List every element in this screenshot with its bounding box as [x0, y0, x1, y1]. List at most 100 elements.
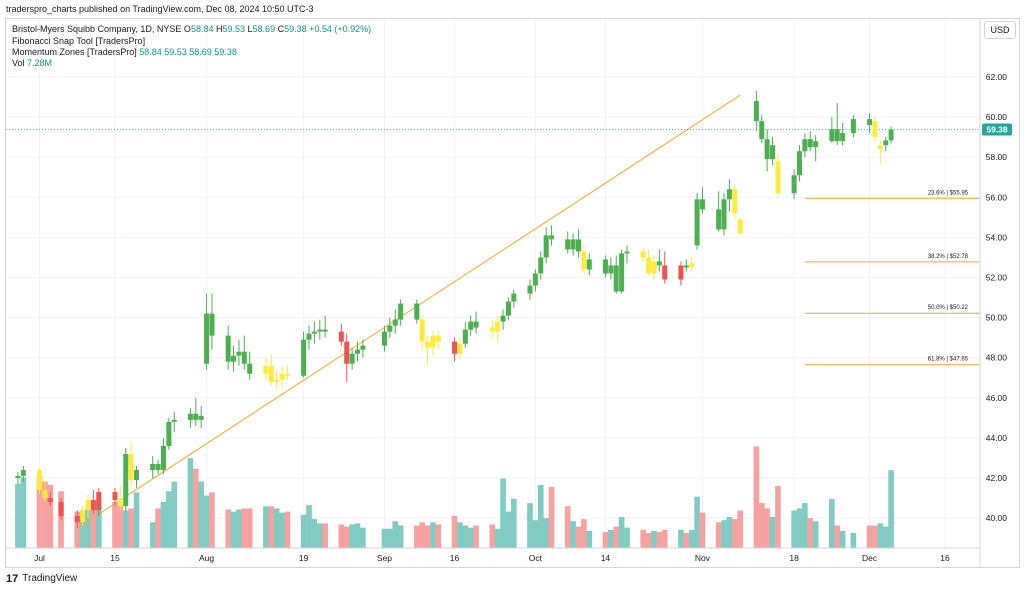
candle-body[interactable] [241, 351, 247, 364]
legend-momentum-row[interactable]: Momentum Zones [TradersPro] 58.84 59.53 … [12, 47, 237, 58]
candle-body[interactable] [90, 500, 96, 511]
candle-body[interactable] [549, 235, 555, 240]
symbol-title[interactable]: Bristol-Myers Squibb Company, 1D, NYSE [12, 24, 182, 34]
candle-body[interactable] [872, 121, 878, 138]
candle-body[interactable] [279, 373, 285, 380]
candle-body[interactable] [263, 365, 269, 374]
candle-body[interactable] [435, 335, 441, 342]
candle-body[interactable] [398, 303, 404, 320]
candle-body[interactable] [58, 502, 64, 517]
candle-body[interactable] [850, 119, 856, 134]
candle-body[interactable] [732, 189, 738, 214]
candle-body[interactable] [80, 510, 86, 523]
candle-body[interactable] [694, 199, 700, 246]
candle-body[interactable] [867, 119, 873, 126]
candle-body[interactable] [699, 199, 705, 210]
candle-body[interactable] [791, 175, 797, 194]
candle-body[interactable] [834, 129, 840, 142]
candle-body[interactable] [753, 101, 759, 122]
candle-body[interactable] [187, 413, 193, 420]
candle-body[interactable] [47, 498, 53, 503]
tradingview-footer[interactable]: 17 TradingView [6, 572, 77, 586]
candle-body[interactable] [829, 129, 835, 142]
candle-body[interactable] [619, 253, 625, 292]
candle-body[interactable] [678, 265, 684, 280]
candle-body[interactable] [150, 463, 156, 470]
currency-button[interactable]: USD [984, 21, 1016, 39]
candle-body[interactable] [813, 141, 819, 148]
candle-body[interactable] [311, 331, 317, 334]
candle-body[interactable] [166, 421, 172, 446]
candle-body[interactable] [640, 251, 646, 258]
candle-body[interactable] [527, 285, 533, 294]
candle-body[interactable] [538, 257, 544, 274]
candle-body[interactable] [419, 319, 425, 342]
candle-body[interactable] [112, 492, 118, 501]
candle-body[interactable] [468, 321, 474, 330]
candle-body[interactable] [462, 329, 468, 344]
candle-body[interactable] [689, 263, 695, 268]
candle-body[interactable] [231, 355, 237, 362]
candle-body[interactable] [42, 490, 48, 499]
candle-body[interactable] [759, 121, 765, 140]
candle-body[interactable] [160, 445, 166, 470]
candle-body[interactable] [775, 161, 781, 194]
candle-body[interactable] [344, 341, 350, 364]
candle-body[interactable] [85, 500, 91, 511]
candle-body[interactable] [802, 139, 808, 152]
candle-body[interactable] [209, 313, 215, 336]
candle-body[interactable] [381, 331, 387, 346]
candle-body[interactable] [883, 140, 889, 146]
candle-body[interactable] [840, 133, 846, 142]
candle-body[interactable] [414, 303, 420, 320]
candle-body[interactable] [624, 251, 630, 254]
candle-body[interactable] [96, 492, 102, 511]
candle-body[interactable] [646, 257, 652, 274]
candle-body[interactable] [171, 419, 177, 422]
candle-body[interactable] [15, 475, 21, 478]
candle-body[interactable] [770, 145, 776, 160]
candle-body[interactable] [274, 379, 280, 382]
candle-body[interactable] [613, 265, 619, 292]
candle-body[interactable] [430, 335, 436, 348]
candle-body[interactable] [284, 373, 290, 376]
candle-body[interactable] [602, 259, 608, 274]
candle-body[interactable] [301, 339, 307, 376]
candle-body[interactable] [247, 363, 253, 374]
candle-body[interactable] [543, 235, 549, 258]
candle-body[interactable] [134, 469, 140, 481]
candle-body[interactable] [74, 516, 80, 523]
chart-frame[interactable] [5, 18, 1020, 568]
legend-fib-row[interactable]: Fibonacci Snap Tool [TradersPro] [12, 36, 145, 47]
candle-body[interactable] [123, 453, 129, 507]
candle-body[interactable] [317, 329, 323, 332]
fib-trendline[interactable] [76, 94, 741, 529]
candle-body[interactable] [662, 265, 668, 280]
candle-body[interactable] [225, 335, 231, 362]
candle-body[interactable] [796, 151, 802, 176]
candle-body[interactable] [608, 265, 614, 274]
candle-body[interactable] [570, 239, 576, 250]
candle-body[interactable] [457, 343, 463, 354]
candle-body[interactable] [155, 463, 161, 470]
candle-body[interactable] [322, 329, 328, 332]
candle-body[interactable] [888, 129, 894, 141]
candle-body[interactable] [338, 331, 344, 342]
candle-body[interactable] [387, 325, 393, 332]
candle-body[interactable] [360, 345, 366, 350]
candle-body[interactable] [425, 341, 431, 348]
candle-body[interactable] [807, 139, 813, 148]
candle-body[interactable] [581, 251, 587, 270]
candle-body[interactable] [355, 349, 361, 354]
candle-body[interactable] [764, 139, 770, 160]
candle-body[interactable] [505, 301, 511, 316]
candle-body[interactable] [236, 351, 242, 356]
candle-body[interactable] [683, 265, 689, 268]
candle-body[interactable] [20, 469, 26, 476]
candle-body[interactable] [511, 293, 517, 302]
candle-body[interactable] [586, 259, 592, 270]
candle-body[interactable] [473, 321, 479, 328]
candle-body[interactable] [737, 219, 743, 234]
candle-body[interactable] [565, 239, 571, 250]
